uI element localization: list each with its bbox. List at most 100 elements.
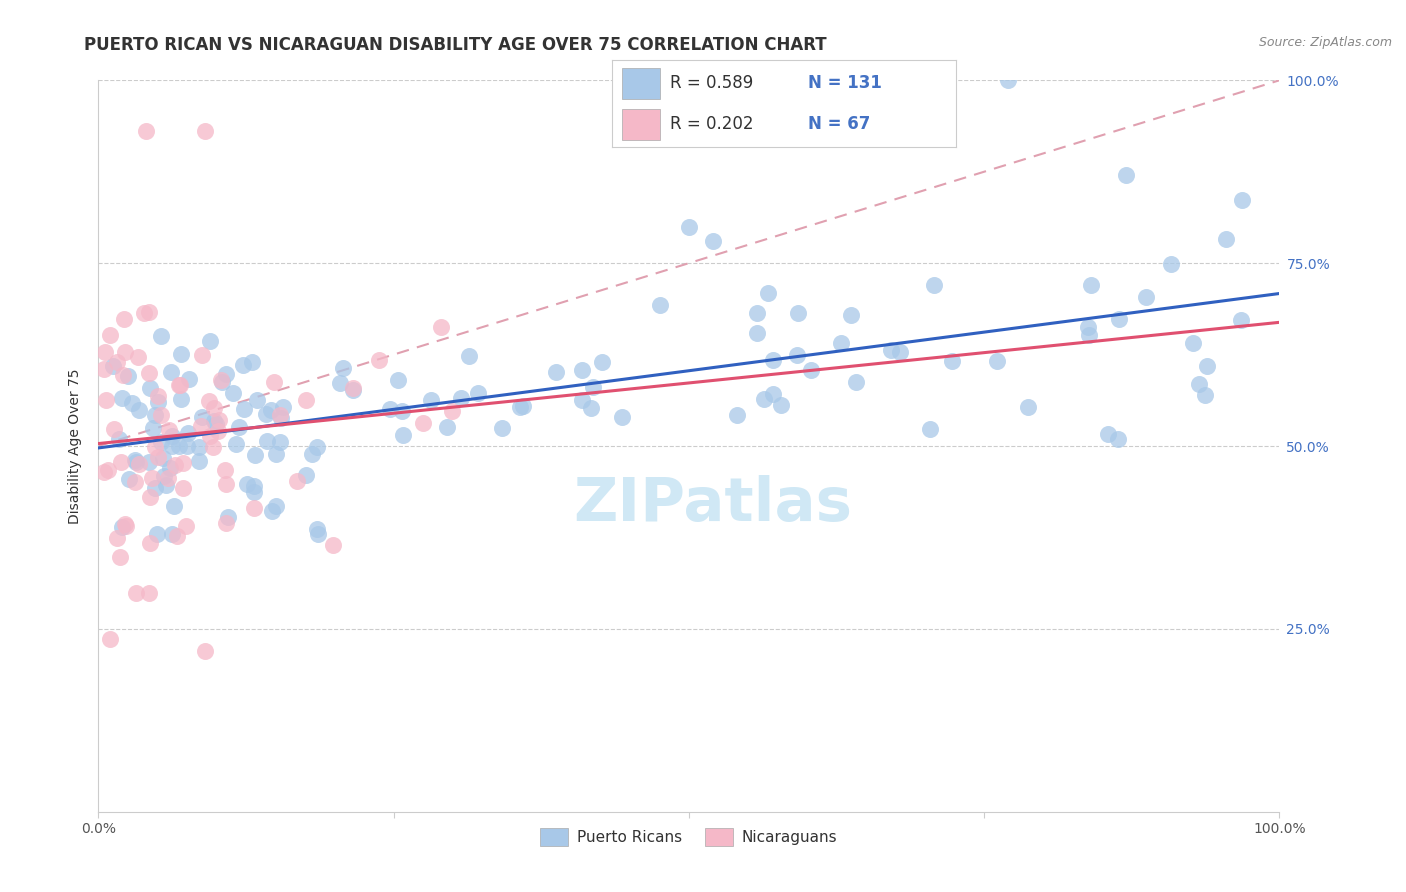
Text: PUERTO RICAN VS NICARAGUAN DISABILITY AGE OVER 75 CORRELATION CHART: PUERTO RICAN VS NICARAGUAN DISABILITY AG… (84, 36, 827, 54)
Point (152, 450, 174, 465)
Point (243, 500, 266, 515)
Point (1080, 277, 1102, 292)
Point (920, 422, 942, 436)
Point (786, 348, 808, 362)
Point (125, 586, 148, 600)
Point (263, 375, 285, 389)
Point (188, 454, 211, 468)
Point (141, 471, 163, 485)
Point (162, 429, 184, 443)
Text: Source: ZipAtlas.com: Source: ZipAtlas.com (1258, 36, 1392, 49)
FancyBboxPatch shape (621, 109, 659, 140)
Point (225, 437, 247, 451)
Point (256, 434, 278, 449)
Point (294, 393, 316, 408)
Point (211, 376, 233, 390)
Point (150, 434, 173, 449)
Point (1135, 290, 1157, 304)
Point (491, 421, 513, 435)
Point (1182, 336, 1205, 351)
Point (412, 417, 434, 431)
Point (143, 440, 166, 454)
Point (387, 373, 409, 387)
FancyBboxPatch shape (621, 68, 659, 99)
Point (1107, 432, 1129, 446)
Text: R = 0.589: R = 0.589 (671, 74, 754, 93)
Point (243, 448, 266, 462)
Point (94, 345, 117, 359)
Point (138, 585, 160, 599)
Point (678, 219, 700, 234)
Point (214, 463, 236, 477)
Point (1077, 319, 1099, 334)
Text: N = 131: N = 131 (808, 74, 882, 93)
Point (217, 510, 239, 524)
Point (98, 327, 121, 342)
Point (170, 392, 193, 407)
Point (745, 326, 768, 340)
Point (467, 386, 489, 401)
Point (889, 344, 911, 359)
Point (800, 363, 823, 377)
Point (242, 478, 264, 492)
Point (391, 427, 413, 442)
Point (108, 432, 131, 446)
Point (1230, 193, 1253, 207)
Point (209, 373, 232, 387)
Point (264, 447, 287, 461)
Point (246, 392, 269, 407)
Point (420, 392, 443, 407)
Point (830, 335, 852, 350)
Text: N = 67: N = 67 (808, 115, 870, 134)
Point (190, 410, 212, 425)
Point (103, 422, 125, 436)
Point (1188, 377, 1211, 392)
Point (202, 440, 225, 454)
Point (167, 378, 190, 392)
Point (269, 408, 291, 422)
Point (266, 500, 288, 514)
Point (160, 365, 183, 379)
Point (146, 450, 169, 464)
Point (112, 312, 135, 326)
Point (787, 306, 810, 320)
Point (114, 344, 136, 359)
Point (138, 366, 160, 380)
Point (105, 531, 128, 545)
Point (762, 353, 785, 368)
Point (450, 391, 472, 405)
Point (146, 395, 169, 409)
Point (271, 400, 294, 414)
Point (155, 478, 177, 492)
Legend: Puerto Ricans, Nicaraguans: Puerto Ricans, Nicaraguans (534, 822, 844, 852)
Point (96, 463, 118, 477)
Point (163, 500, 186, 514)
Point (93, 465, 115, 479)
Point (167, 439, 190, 453)
Point (232, 359, 254, 373)
Point (127, 350, 149, 364)
Point (457, 349, 479, 363)
Point (172, 481, 194, 495)
Point (215, 367, 238, 381)
Point (149, 408, 172, 422)
Point (880, 343, 903, 358)
Point (322, 538, 344, 552)
Point (440, 404, 463, 418)
Point (194, 124, 217, 138)
Point (986, 354, 1008, 368)
Point (207, 425, 229, 439)
Point (128, 457, 150, 471)
Point (307, 526, 329, 541)
Point (205, 417, 228, 431)
Point (254, 407, 277, 421)
Point (260, 402, 283, 417)
Point (512, 399, 534, 413)
Point (332, 361, 354, 376)
Point (138, 490, 160, 504)
Point (1097, 427, 1119, 442)
Point (430, 320, 453, 334)
Point (648, 298, 671, 312)
Point (1108, 311, 1130, 326)
Point (93, 361, 115, 376)
